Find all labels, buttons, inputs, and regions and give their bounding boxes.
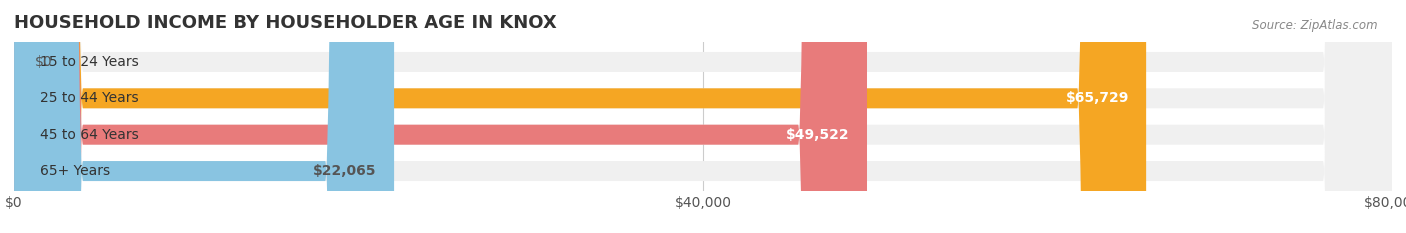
Text: $0: $0 (35, 55, 52, 69)
FancyBboxPatch shape (14, 0, 1392, 233)
Text: $65,729: $65,729 (1066, 91, 1129, 105)
FancyBboxPatch shape (14, 0, 1392, 233)
Text: $49,522: $49,522 (786, 128, 849, 142)
FancyBboxPatch shape (14, 0, 868, 233)
FancyBboxPatch shape (14, 0, 394, 233)
Text: HOUSEHOLD INCOME BY HOUSEHOLDER AGE IN KNOX: HOUSEHOLD INCOME BY HOUSEHOLDER AGE IN K… (14, 14, 557, 32)
FancyBboxPatch shape (14, 0, 1392, 233)
Text: Source: ZipAtlas.com: Source: ZipAtlas.com (1253, 19, 1378, 32)
FancyBboxPatch shape (14, 0, 1146, 233)
FancyBboxPatch shape (14, 0, 1392, 233)
Text: 25 to 44 Years: 25 to 44 Years (39, 91, 139, 105)
Text: 45 to 64 Years: 45 to 64 Years (39, 128, 139, 142)
Text: 15 to 24 Years: 15 to 24 Years (39, 55, 139, 69)
Text: 65+ Years: 65+ Years (39, 164, 110, 178)
Text: $22,065: $22,065 (314, 164, 377, 178)
